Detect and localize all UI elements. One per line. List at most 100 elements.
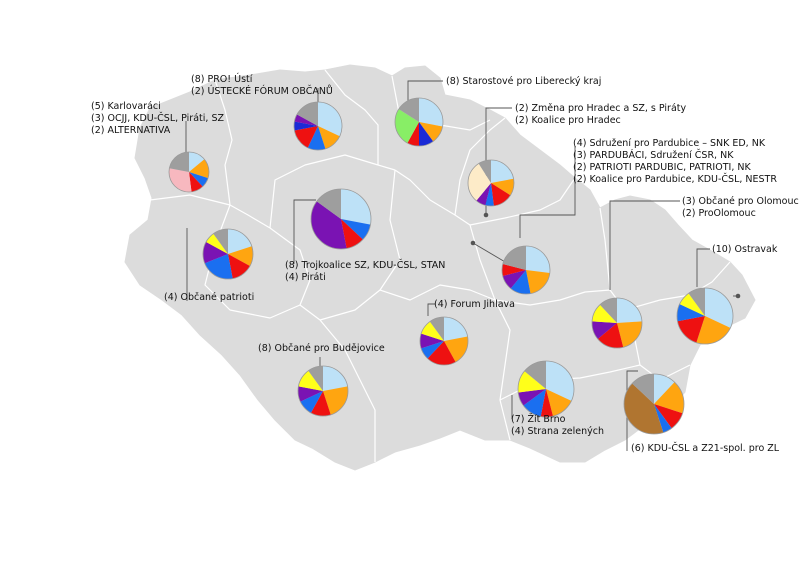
- pie-slice-light-blue: [419, 98, 443, 127]
- leader-line: [519, 146, 576, 238]
- pie-slice-blue: [189, 172, 209, 187]
- pie-slice-gray: [524, 361, 546, 389]
- leader-line: [407, 80, 443, 103]
- pie-slice-dark-blue: [419, 122, 434, 146]
- pie-outline: [591, 297, 643, 349]
- label-line: (4) Sdružení pro Pardubice – SNK ED, NK: [573, 138, 766, 149]
- label-line: (4) Občané patrioti: [164, 292, 255, 303]
- pie-slice-light-blue: [617, 298, 642, 323]
- pie-slice-blue: [485, 183, 494, 207]
- label-line: (3) OCJJ, KDU-ČSL, Piráti, SZ: [91, 113, 224, 124]
- pie-slice-light-blue: [323, 366, 348, 391]
- pie-plzen: [202, 228, 254, 280]
- pie-outline: [623, 373, 685, 435]
- pie-charts: [168, 97, 734, 435]
- pie-slice-orange: [444, 336, 468, 363]
- pie-usti: [293, 101, 343, 151]
- pie-slice-red: [677, 316, 705, 343]
- pie-slice-red: [310, 391, 331, 417]
- pie-slice-cream: [468, 163, 491, 201]
- pie-karlovy-vary: [168, 151, 210, 193]
- leader-line: [293, 199, 316, 264]
- pie-outline: [293, 101, 343, 151]
- region-border: [214, 79, 233, 206]
- pie-slice-red: [540, 389, 553, 417]
- pie-olomouc: [591, 297, 643, 349]
- pie-slice-orange: [696, 316, 731, 345]
- label-budejovice: (8) Občané pro Budějovice: [258, 343, 385, 355]
- pie-slice-purple: [203, 241, 228, 264]
- pie-outline: [419, 316, 469, 366]
- pie-slice-red: [427, 341, 456, 366]
- pie-slice-red: [294, 126, 318, 148]
- country-land-shape: [124, 64, 756, 471]
- label-line: (8) Občané pro Budějovice: [258, 343, 385, 354]
- label-line: (6) KDU-ČSL a Z21-spol. pro ZL: [631, 443, 780, 454]
- pie-slice-dark-blue: [294, 121, 318, 131]
- pie-slice-gray: [478, 160, 491, 183]
- label-line: (4) Piráti: [285, 272, 326, 283]
- pie-slice-red: [597, 323, 624, 348]
- pie-slice-blue: [677, 304, 705, 322]
- pie-outline: [394, 97, 444, 147]
- pie-slice-blue: [307, 126, 326, 151]
- region-border: [319, 319, 376, 462]
- region-border: [324, 69, 379, 165]
- leader-line: [609, 200, 680, 290]
- pie-slice-gray: [502, 246, 526, 270]
- country-outline: [124, 64, 756, 471]
- region-borders: [149, 69, 731, 462]
- pie-slice-light-blue: [491, 160, 514, 183]
- pie-slice-red: [654, 404, 683, 429]
- pie-slice-purple: [419, 333, 444, 349]
- pie-slice-blue: [523, 389, 546, 417]
- label-pardubice: (4) Sdružení pro Pardubice – SNK ED, NK …: [573, 138, 777, 186]
- pie-slice-orange: [491, 178, 514, 196]
- pie-slice-brown: [623, 383, 664, 434]
- pie-slice-gray: [169, 152, 189, 172]
- pie-brno: [517, 360, 575, 418]
- pie-outline: [202, 228, 254, 280]
- label-line: (10) Ostravak: [712, 244, 778, 255]
- label-jihlava: (4) Forum Jihlava: [434, 299, 515, 311]
- pie-budejovice: [297, 365, 349, 417]
- pie-slice-gray: [398, 98, 419, 122]
- pie-slice-light-blue: [341, 189, 372, 225]
- label-line: (7) Žít Brno: [511, 414, 566, 425]
- label-plzen: (4) Občané patrioti: [164, 292, 254, 304]
- label-line: (2) PATRIOTI PARDUBIC, PATRIOTI, NK: [573, 162, 751, 173]
- label-line: (2) Koalice pro Pardubice, KDU-ČSL, NEST…: [573, 174, 777, 185]
- pie-slice-orange: [189, 159, 209, 179]
- pie-outline: [501, 245, 551, 295]
- pie-slice-purple: [311, 201, 347, 250]
- pie-slice-light-blue: [444, 317, 468, 341]
- region-border: [454, 117, 506, 216]
- pie-slice-light-blue: [189, 152, 205, 172]
- label-line: (2) Změna pro Hradec a SZ, s Piráty: [515, 103, 687, 114]
- label-line: (5) Karlovaráci: [91, 101, 161, 112]
- pie-outline: [297, 365, 349, 417]
- label-line: (3) PARDUBÁCI, Sdružení ČSR, NK: [573, 150, 734, 161]
- pie-slice-gray: [632, 374, 654, 404]
- region-border: [319, 169, 401, 321]
- label-olomouc: (3) Občané pro Olomouc (2) ProOlomouc: [682, 196, 799, 220]
- pie-slice-orange: [526, 270, 550, 294]
- pie-slice-purple: [297, 386, 323, 402]
- pie-slice-purple: [294, 114, 318, 126]
- region-border: [494, 289, 611, 306]
- pie-slice-purple: [518, 389, 546, 406]
- leader-line: [626, 370, 638, 451]
- pie-slice-yellow: [206, 233, 228, 254]
- pie-slice-purple: [502, 270, 526, 289]
- label-line: (2) ÚSTECKÉ FÓRUM OBČANŮ: [191, 86, 333, 97]
- pie-slice-red: [189, 172, 203, 192]
- pie-slice-yellow: [517, 371, 546, 393]
- leader-dot: [735, 293, 741, 299]
- leader-line: [696, 248, 710, 287]
- pie-slice-light-blue: [228, 229, 252, 254]
- pie-slice-blue: [341, 219, 371, 240]
- pie-praha: [310, 188, 372, 250]
- pie-slice-purple: [476, 183, 491, 206]
- label-liberec: (8) Starostové pro Liberecký kraj: [446, 76, 601, 88]
